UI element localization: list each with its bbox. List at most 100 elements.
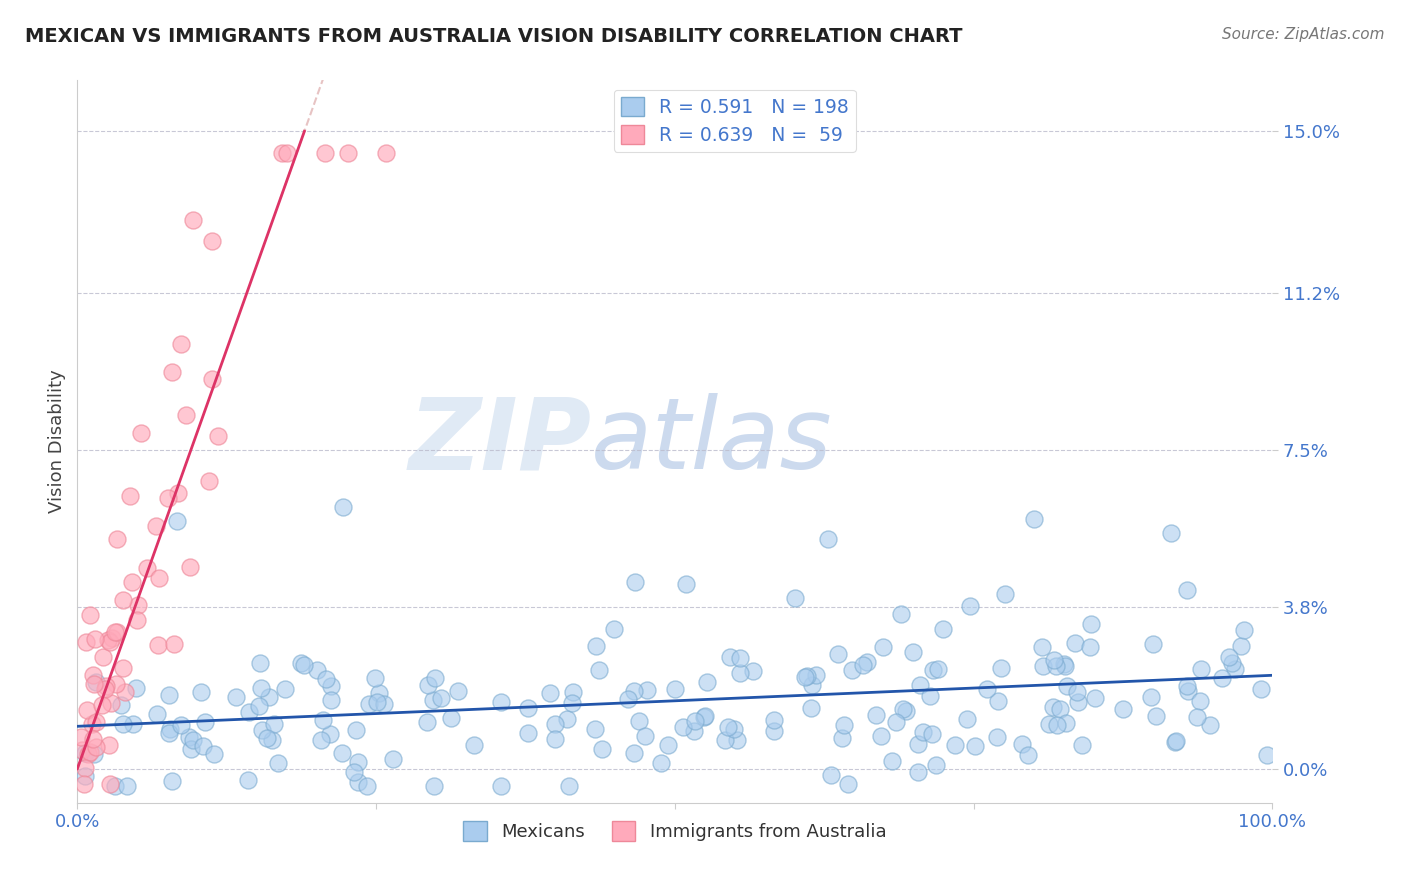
Point: [820, 768, 842, 782]
Point: [986, 730, 1008, 744]
Point: [943, 738, 966, 752]
Point: [82, 717, 104, 731]
Point: [800, 701, 823, 715]
Point: [1011, 737, 1033, 751]
Point: [94, 679, 117, 693]
Point: [180, 741, 202, 756]
Point: [319, 679, 342, 693]
Point: [440, 711, 463, 725]
Point: [517, 701, 540, 715]
Point: [129, 426, 152, 441]
Point: [343, 764, 366, 779]
Point: [190, 685, 212, 699]
Point: [447, 684, 470, 698]
Point: [634, 729, 657, 743]
Point: [97, 632, 120, 647]
Point: [364, 671, 387, 685]
Point: [249, 656, 271, 670]
Point: [538, 685, 561, 699]
Point: [146, 638, 169, 652]
Point: [83, 677, 105, 691]
Point: [1250, 681, 1272, 696]
Point: [832, 718, 855, 732]
Point: [1067, 695, 1090, 709]
Point: [312, 713, 335, 727]
Point: [827, 647, 849, 661]
Point: [742, 665, 765, 679]
Point: [1031, 640, 1053, 654]
Point: [373, 697, 395, 711]
Point: [872, 640, 894, 654]
Point: [976, 681, 998, 696]
Point: [1018, 748, 1040, 763]
Point: [105, 624, 128, 639]
Point: [623, 684, 645, 698]
Point: [1071, 738, 1094, 752]
Point: [841, 663, 863, 677]
Point: [796, 669, 818, 683]
Point: [75, 634, 97, 648]
Text: atlas: atlas: [592, 393, 832, 490]
Point: [307, 663, 329, 677]
Point: [793, 670, 815, 684]
Point: [675, 577, 697, 591]
Point: [994, 587, 1017, 601]
Point: [869, 729, 891, 743]
Point: [135, 561, 157, 575]
Point: [69, 730, 91, 744]
Point: [271, 145, 294, 160]
Point: [100, 696, 122, 710]
Point: [856, 655, 879, 669]
Point: [105, 532, 128, 546]
Point: [723, 722, 745, 736]
Point: [207, 429, 229, 443]
Point: [650, 756, 672, 771]
Point: [292, 657, 315, 672]
Point: [763, 713, 786, 727]
Point: [657, 738, 679, 752]
Point: [987, 694, 1010, 708]
Point: [1053, 657, 1076, 672]
Point: [181, 733, 204, 747]
Point: [86, 739, 108, 754]
Point: [918, 689, 941, 703]
Point: [623, 746, 645, 760]
Point: [315, 672, 337, 686]
Point: [82, 668, 104, 682]
Point: [1046, 718, 1069, 732]
Point: [181, 212, 204, 227]
Point: [693, 710, 716, 724]
Point: [908, 678, 931, 692]
Point: [1211, 671, 1233, 685]
Point: [491, 695, 513, 709]
Point: [70, 743, 93, 757]
Text: MEXICAN VS IMMIGRANTS FROM AUSTRALIA VISION DISABILITY CORRELATION CHART: MEXICAN VS IMMIGRANTS FROM AUSTRALIA VIS…: [25, 27, 963, 45]
Point: [122, 717, 145, 731]
Point: [347, 755, 370, 769]
Point: [115, 779, 138, 793]
Point: [256, 731, 278, 746]
Point: [728, 666, 751, 681]
Point: [696, 674, 718, 689]
Point: [238, 705, 260, 719]
Point: [907, 764, 929, 779]
Point: [623, 574, 645, 589]
Point: [865, 707, 887, 722]
Point: [561, 697, 583, 711]
Point: [110, 698, 132, 713]
Point: [664, 682, 686, 697]
Point: [965, 739, 987, 753]
Point: [429, 690, 451, 705]
Point: [201, 372, 224, 386]
Point: [725, 732, 748, 747]
Point: [717, 720, 740, 734]
Point: [75, 746, 97, 760]
Point: [104, 624, 127, 639]
Point: [890, 607, 912, 622]
Point: [956, 712, 979, 726]
Point: [1045, 658, 1067, 673]
Point: [927, 662, 949, 676]
Point: [314, 145, 336, 160]
Point: [1164, 735, 1187, 749]
Point: [194, 715, 217, 730]
